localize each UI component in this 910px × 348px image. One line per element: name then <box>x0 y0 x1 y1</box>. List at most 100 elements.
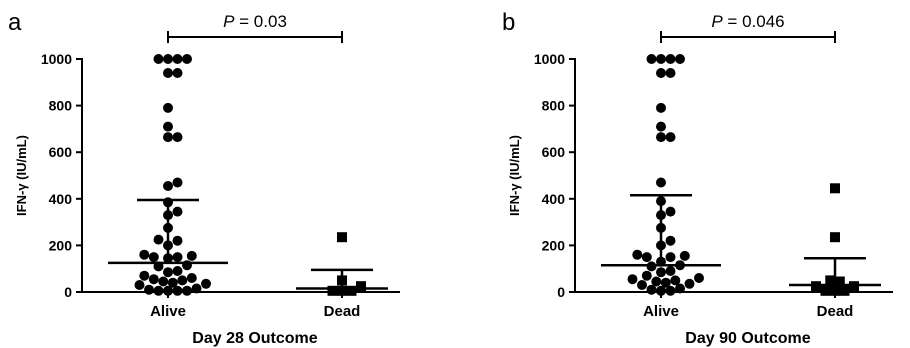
data-point <box>830 183 840 194</box>
data-point <box>346 285 357 296</box>
data-point <box>656 121 666 132</box>
p-value-number: = 0.046 <box>723 12 785 31</box>
x-tick-label: Dead <box>817 303 854 320</box>
data-point <box>337 232 347 243</box>
data-point <box>820 285 831 296</box>
data-point <box>167 277 178 288</box>
data-point <box>134 280 145 290</box>
data-point <box>172 68 183 78</box>
data-point <box>665 68 676 78</box>
y-tick-label: 800 <box>49 98 73 114</box>
data-point <box>144 284 154 295</box>
x-axis-label: Day 28 Outcome <box>192 330 317 347</box>
x-axis-label: Day 90 Outcome <box>685 330 810 347</box>
data-point <box>665 206 676 217</box>
data-point <box>172 252 183 263</box>
data-point <box>830 285 840 296</box>
data-point <box>656 102 666 113</box>
p-value-symbol: P <box>223 12 235 31</box>
data-point <box>163 68 173 78</box>
data-point <box>172 132 183 143</box>
data-point <box>665 132 676 143</box>
data-point <box>665 285 676 296</box>
data-point <box>191 283 202 294</box>
data-point <box>158 276 169 287</box>
data-point <box>651 276 662 287</box>
data-point <box>694 273 704 283</box>
chart-panel-b: b 0 200 400 600 800 1000 IFN-γ (IU/mL) Alive Dead… <box>502 9 893 347</box>
data-point <box>139 270 150 281</box>
data-point <box>646 54 657 64</box>
data-point <box>632 249 643 260</box>
data-point <box>656 132 666 143</box>
data-point <box>656 54 666 64</box>
y-tick-label: 400 <box>49 191 73 207</box>
group-alive <box>108 54 228 296</box>
data-point <box>172 266 183 276</box>
data-point <box>163 121 173 132</box>
x-tick-label: Alive <box>643 303 679 320</box>
data-point <box>172 235 183 246</box>
data-point <box>182 285 192 296</box>
data-point <box>641 270 652 281</box>
y-axis-label: IFN-γ (IU/mL) <box>507 135 522 216</box>
data-point <box>201 278 211 289</box>
y-axis-label: IFN-γ (IU/mL) <box>14 135 29 216</box>
data-point <box>656 285 666 296</box>
data-point <box>834 276 845 287</box>
data-point <box>163 132 173 143</box>
data-point <box>337 285 347 296</box>
data-point <box>684 278 695 289</box>
group-dead <box>789 183 881 296</box>
y-tick-label: 600 <box>542 144 566 160</box>
data-point <box>356 281 366 292</box>
data-point <box>656 68 666 78</box>
data-point <box>163 285 173 296</box>
data-point <box>660 277 671 288</box>
data-point <box>839 285 850 296</box>
data-point <box>182 54 192 64</box>
y-tick-label: 0 <box>557 284 565 300</box>
y-tick-label: 800 <box>542 98 566 114</box>
data-point <box>665 54 676 64</box>
group-dead <box>296 232 388 296</box>
data-point <box>172 285 183 296</box>
group-alive <box>601 54 721 296</box>
data-point <box>646 284 657 295</box>
panel-letter: b <box>502 9 515 36</box>
data-point <box>186 273 197 283</box>
data-point <box>153 234 164 245</box>
data-point <box>148 252 159 263</box>
data-point <box>679 250 690 261</box>
data-point <box>172 177 183 188</box>
data-point <box>163 102 173 113</box>
p-value-symbol: P <box>711 12 723 31</box>
data-point <box>177 275 188 286</box>
data-point <box>665 235 676 246</box>
data-point <box>830 232 840 243</box>
data-point <box>153 54 164 64</box>
data-point <box>670 275 681 286</box>
data-point <box>825 275 836 286</box>
p-value-label: P = 0.03 <box>223 12 287 31</box>
data-point <box>153 285 164 296</box>
data-point <box>163 267 173 278</box>
data-point <box>139 249 150 260</box>
data-point <box>656 267 666 278</box>
data-point <box>163 181 173 191</box>
y-tick-label: 1000 <box>534 51 565 67</box>
data-point <box>186 250 197 261</box>
data-point <box>656 177 666 188</box>
data-point <box>627 274 638 285</box>
y-tick-label: 0 <box>64 284 72 300</box>
p-value-number: = 0.03 <box>234 12 286 31</box>
data-point <box>675 54 685 64</box>
data-point <box>172 54 183 64</box>
data-point <box>172 206 183 217</box>
panel-letter: a <box>8 9 22 36</box>
y-tick-label: 200 <box>542 237 566 253</box>
data-point <box>675 283 685 294</box>
data-point <box>641 252 652 263</box>
data-point <box>665 252 676 263</box>
